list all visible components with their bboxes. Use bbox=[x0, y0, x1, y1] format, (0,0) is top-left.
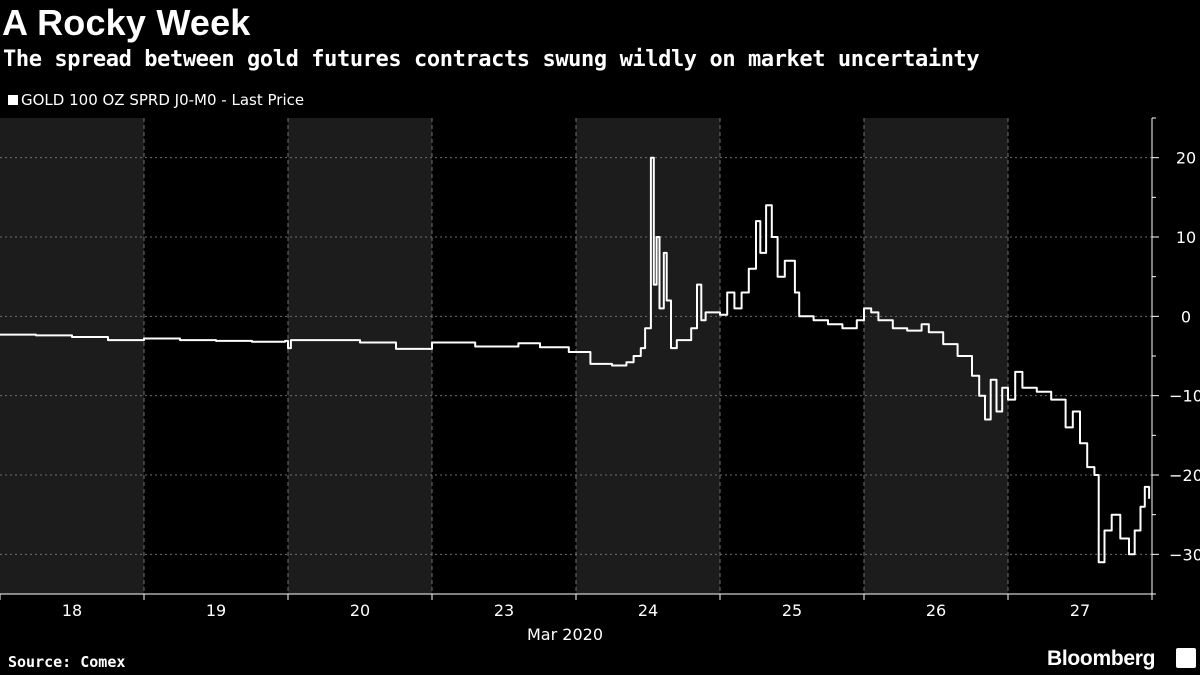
y-tick-label: 10 bbox=[1176, 228, 1196, 247]
chart-title: A Rocky Week bbox=[2, 2, 251, 43]
y-tick-label: 20 bbox=[1176, 149, 1196, 168]
y-tick-label: −20 bbox=[1169, 466, 1200, 485]
legend-swatch bbox=[8, 95, 18, 105]
source-label: Source: Comex bbox=[8, 653, 126, 671]
x-tick-label-23: 23 bbox=[494, 601, 514, 620]
bloomberg-terminal-icon bbox=[1176, 648, 1196, 668]
shaded-band-24 bbox=[576, 118, 720, 594]
x-axis-ticks: 18 19 20 23 24 25 26 27 bbox=[0, 594, 1153, 620]
y-axis-ticks: 20 10 0 −10 −20 −30 bbox=[1152, 117, 1200, 595]
x-tick-label-26: 26 bbox=[926, 601, 946, 620]
x-tick-label-19: 19 bbox=[206, 601, 226, 620]
series-line-0 bbox=[0, 156, 1151, 564]
x-tick-label-24: 24 bbox=[638, 601, 658, 620]
x-tick-label-27: 27 bbox=[1070, 601, 1090, 620]
shaded-band-20 bbox=[288, 118, 432, 594]
chart-subtitle: The spread between gold futures contract… bbox=[3, 47, 980, 72]
vertical-gridlines bbox=[143, 118, 1009, 594]
y-tick-label: −30 bbox=[1169, 545, 1200, 564]
series-layer bbox=[0, 156, 1151, 564]
y-tick-label: 0 bbox=[1181, 307, 1191, 326]
x-axis-label: Mar 2020 bbox=[527, 625, 603, 644]
x-tick-label-18: 18 bbox=[62, 601, 82, 620]
legend-label: GOLD 100 OZ SPRD J0-M0 - Last Price bbox=[21, 91, 305, 109]
x-tick-label-25: 25 bbox=[782, 601, 802, 620]
legend: GOLD 100 OZ SPRD J0-M0 - Last Price bbox=[8, 90, 304, 110]
brand-logo: Bloomberg bbox=[1047, 647, 1156, 670]
y-tick-label: −10 bbox=[1169, 387, 1200, 406]
shaded-band-18 bbox=[0, 118, 144, 594]
x-tick-label-20: 20 bbox=[350, 601, 370, 620]
shaded-band-26 bbox=[864, 118, 1008, 594]
shaded-day-bands bbox=[0, 118, 1008, 594]
